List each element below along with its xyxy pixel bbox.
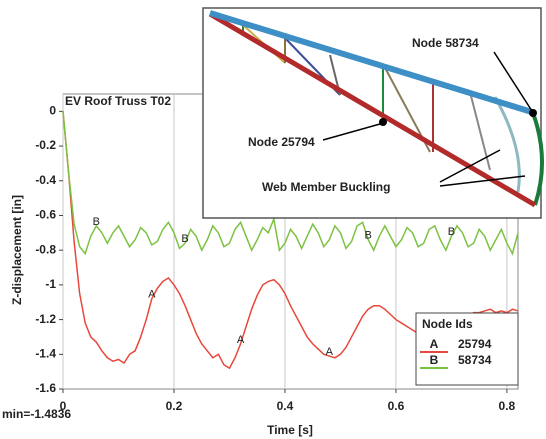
- legend-label: 25794: [458, 337, 492, 351]
- y-axis-label: Z-displacement [in]: [10, 195, 24, 305]
- legend-title: Node Ids: [422, 317, 473, 331]
- legend-label: 58734: [458, 353, 492, 367]
- chart: 00.20.40.60.80-0.2-0.4-0.6-0.8-1-1.2-1.4…: [0, 0, 546, 439]
- curve-marker: A: [237, 334, 245, 346]
- curve-marker: B: [93, 216, 100, 228]
- y-tick-label: -1.6: [35, 381, 56, 395]
- y-tick-label: -0.6: [35, 208, 56, 222]
- inset-label: Node 25794: [248, 135, 315, 149]
- node-dot: [379, 118, 387, 126]
- legend-marker: B: [430, 353, 439, 367]
- x-tick-label: 0.8: [499, 399, 516, 413]
- curve-marker: A: [326, 346, 334, 358]
- curve-marker: B: [181, 233, 188, 245]
- x-tick-label: 0.6: [388, 399, 405, 413]
- y-tick-label: -1.2: [35, 312, 56, 326]
- inset-label: Web Member Buckling: [262, 180, 390, 194]
- legend-marker: A: [430, 337, 439, 351]
- x-axis-label: Time [s]: [267, 423, 313, 437]
- curve-marker: B: [448, 226, 455, 238]
- inset-diagram: Node 58734 Node 25794 Web Member Bucklin…: [203, 8, 542, 218]
- y-tick-label: 0: [49, 104, 56, 118]
- x-tick-label: 0.2: [166, 399, 183, 413]
- x-tick-label: 0.4: [277, 399, 294, 413]
- inset-label: Node 58734: [412, 36, 479, 50]
- node-dot: [529, 109, 537, 117]
- legend: Node Ids A 25794 B 58734: [416, 313, 518, 385]
- curve-marker: A: [148, 289, 156, 301]
- chart-title: EV Roof Truss T02: [65, 94, 171, 108]
- y-tick-label: -0.8: [35, 242, 56, 256]
- curve-marker: B: [365, 230, 372, 242]
- y-tick-label: -0.2: [35, 138, 56, 152]
- y-tick-label: -0.4: [35, 173, 56, 187]
- y-tick-label: -1.4: [35, 346, 56, 360]
- y-tick-label: -1: [45, 277, 56, 291]
- min-annotation: min=-1.4836: [2, 407, 71, 421]
